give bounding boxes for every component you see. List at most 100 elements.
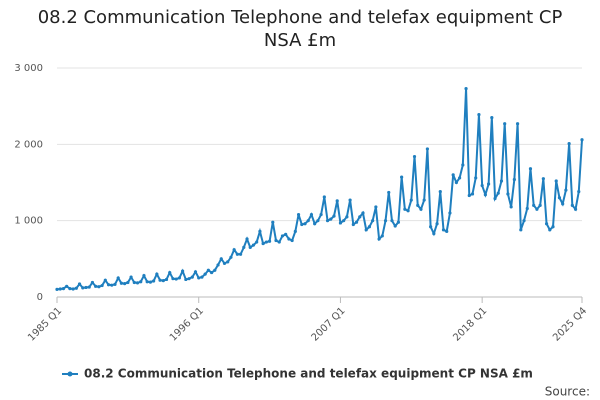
- point: [403, 207, 407, 211]
- point: [148, 280, 153, 284]
- point: [87, 285, 91, 289]
- point: [322, 195, 326, 199]
- point: [303, 222, 307, 226]
- point: [55, 287, 59, 291]
- point: [448, 211, 452, 215]
- point: [126, 280, 130, 285]
- point: [74, 286, 78, 290]
- point: [538, 203, 542, 207]
- point: [58, 287, 62, 291]
- point: [132, 280, 136, 285]
- point: [364, 228, 368, 232]
- point: [429, 225, 433, 229]
- point: [177, 276, 181, 280]
- point: [306, 219, 310, 223]
- point: [525, 206, 529, 211]
- y-tick-label: 2 000: [14, 139, 43, 150]
- x-tick-label: 1996 Q1: [168, 305, 206, 343]
- point: [371, 219, 375, 223]
- point: [229, 255, 233, 259]
- point: [293, 229, 297, 233]
- point: [348, 198, 352, 202]
- point: [361, 211, 365, 215]
- point: [251, 243, 256, 247]
- point: [564, 188, 568, 192]
- point: [200, 275, 204, 279]
- point: [458, 176, 462, 180]
- series-line: [56, 88, 583, 291]
- point: [313, 222, 317, 226]
- point: [142, 274, 146, 278]
- x-tick-label: 2018 Q1: [451, 305, 489, 343]
- point: [393, 224, 397, 228]
- point: [580, 138, 584, 142]
- point: [345, 215, 349, 219]
- point: [213, 268, 217, 272]
- point: [152, 279, 156, 283]
- point: [329, 217, 333, 221]
- point: [255, 240, 259, 244]
- point: [235, 252, 239, 256]
- point: [438, 190, 442, 194]
- point: [441, 228, 446, 232]
- point: [171, 277, 175, 281]
- legend-marker: [67, 371, 73, 377]
- point: [280, 234, 285, 238]
- point: [464, 87, 468, 91]
- point: [561, 202, 565, 206]
- point: [573, 207, 578, 211]
- point: [248, 245, 252, 249]
- x-tick-label: 2007 Q1: [310, 305, 348, 343]
- point: [155, 272, 159, 276]
- point: [454, 180, 458, 185]
- point: [412, 154, 417, 159]
- point: [512, 177, 516, 182]
- point: [242, 245, 246, 249]
- point: [499, 179, 504, 183]
- point: [97, 285, 101, 289]
- point: [197, 276, 201, 280]
- point: [135, 281, 140, 285]
- point: [548, 228, 552, 232]
- point: [422, 198, 426, 202]
- source: Source:: [545, 385, 590, 399]
- point: [206, 268, 210, 272]
- point: [238, 252, 243, 256]
- point: [100, 283, 104, 288]
- point: [129, 275, 133, 279]
- point: [477, 112, 481, 117]
- legend-label: 08.2 Communication Telephone and telefax…: [84, 367, 533, 381]
- point: [400, 175, 404, 179]
- point: [506, 192, 510, 196]
- point: [435, 222, 439, 226]
- point: [396, 220, 401, 224]
- point: [445, 229, 449, 233]
- point: [461, 163, 465, 167]
- point: [271, 220, 275, 224]
- point: [164, 277, 169, 282]
- point: [181, 269, 185, 273]
- point: [193, 270, 198, 274]
- y-tick-label: 3 000: [14, 63, 43, 74]
- point: [342, 219, 346, 223]
- point: [325, 219, 330, 223]
- point: [232, 248, 236, 252]
- point: [81, 286, 85, 290]
- point: [113, 282, 117, 287]
- y-tick-label: 0: [37, 292, 43, 303]
- point: [103, 278, 107, 282]
- point: [409, 198, 413, 202]
- point: [474, 176, 478, 180]
- point: [570, 203, 574, 207]
- point: [367, 225, 372, 229]
- point: [354, 220, 359, 224]
- point: [110, 283, 114, 287]
- point: [557, 196, 562, 200]
- point: [338, 221, 343, 225]
- point: [261, 241, 265, 246]
- point: [351, 222, 355, 227]
- y-tick-label: 1 000: [14, 216, 43, 227]
- point: [258, 229, 262, 233]
- point: [432, 232, 436, 236]
- point: [383, 219, 388, 223]
